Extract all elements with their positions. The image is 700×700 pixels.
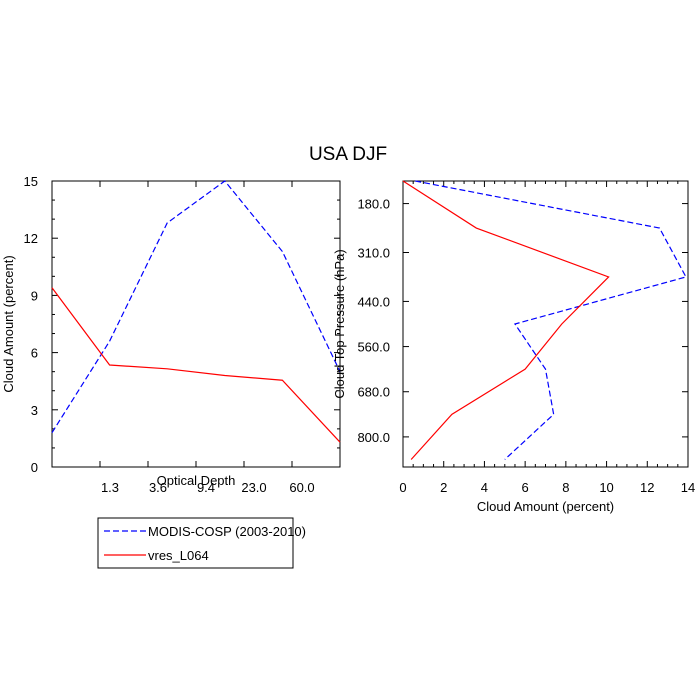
y-tick-label: 12 — [24, 231, 38, 246]
x-tick-label: 9.4 — [197, 480, 215, 495]
y-tick-label: 0 — [31, 460, 38, 475]
x-tick-label: 60.0 — [289, 480, 314, 495]
x-tick-label: 23.0 — [241, 480, 266, 495]
series-line-modis — [415, 180, 687, 460]
cloud-top-pressure-panel: 0 2 4 6 8 10 12 14 180.0 310.0 440.0 560.0 680.0 800.… — [332, 180, 695, 514]
x-tick-label: 0 — [399, 480, 406, 495]
y-tick-label: 560.0 — [357, 340, 390, 355]
legend: MODIS-COSP (2003-2010) vres_L064 — [97, 517, 306, 569]
series-line-modis — [51, 180, 341, 433]
y-axis-label: Cloud Top Pressure (hPa) — [332, 249, 347, 398]
x-tick-label: 12 — [640, 480, 654, 495]
x-tick-label: 14 — [681, 480, 695, 495]
x-tick-label: 3.6 — [149, 480, 167, 495]
y-tick-label: 680.0 — [357, 385, 390, 400]
y-axis-label: Cloud Amount (percent) — [1, 255, 16, 392]
series-line-model — [402, 180, 610, 460]
y-tick-label: 15 — [24, 174, 38, 189]
x-tick-label: 8 — [562, 480, 569, 495]
legend-label-modis: MODIS-COSP (2003-2010) — [148, 524, 306, 539]
y-tick-label: 180.0 — [357, 197, 390, 212]
optical-depth-panel: 1.3 3.6 9.4 23.0 60.0 0 3 6 9 12 15 Optical Depth Cl… — [1, 174, 341, 495]
x-tick-label: 4 — [481, 480, 488, 495]
plot-frame — [402, 180, 689, 468]
y-tick-label: 6 — [31, 346, 38, 361]
figure-title: USA DJF — [309, 144, 387, 165]
x-tick-label: 6 — [522, 480, 529, 495]
legend-box — [97, 517, 294, 569]
y-tick-label: 310.0 — [357, 246, 390, 261]
x-axis-label: Cloud Amount (percent) — [477, 499, 614, 514]
y-tick-label: 800.0 — [357, 430, 390, 445]
y-tick-label: 3 — [31, 403, 38, 418]
y-tick-label: 9 — [31, 288, 38, 303]
legend-label-model: vres_L064 — [148, 548, 209, 563]
plot-frame — [51, 180, 341, 468]
x-tick-label: 1.3 — [101, 480, 119, 495]
y-tick-label: 440.0 — [357, 294, 390, 309]
series-line-model — [51, 287, 341, 443]
x-axis-label: Optical Depth — [157, 473, 236, 488]
x-tick-label: 2 — [440, 480, 447, 495]
x-tick-label: 10 — [599, 480, 613, 495]
